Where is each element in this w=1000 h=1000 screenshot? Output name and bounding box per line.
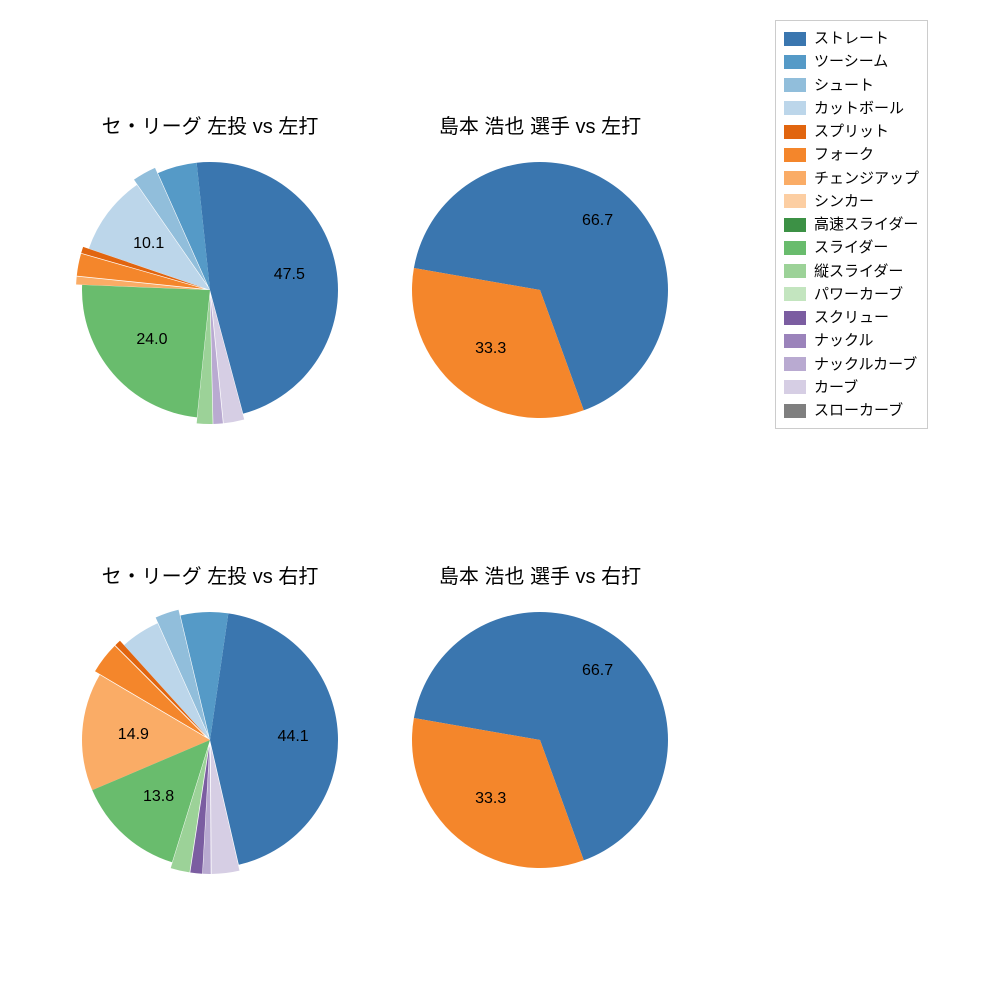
pie-slice (82, 285, 210, 417)
legend-swatch (784, 380, 806, 394)
pie-slice-label: 10.1 (133, 235, 164, 253)
legend-label: スクリュー (814, 306, 889, 329)
legend-item: カーブ (784, 376, 919, 399)
chart-title-bl: セ・リーグ 左投 vs 右打 (60, 560, 360, 589)
legend-item: ツーシーム (784, 50, 919, 73)
pie-slice-label: 66.7 (582, 212, 613, 230)
legend-item: シュート (784, 74, 919, 97)
legend-label: フォーク (814, 143, 874, 166)
legend-label: シュート (814, 74, 874, 97)
pie-tr (404, 154, 676, 426)
legend-item: フォーク (784, 143, 919, 166)
pie-slice-label: 33.3 (475, 340, 506, 358)
legend-label: カーブ (814, 376, 858, 399)
chart-stage: セ・リーグ 左投 vs 左打 47.5 10.1 24.0 島本 浩也 選手 vs 左打… (0, 0, 1000, 1000)
legend-swatch (784, 311, 806, 325)
legend-swatch (784, 125, 806, 139)
legend-item: 縦スライダー (784, 260, 919, 283)
pie-slice-label: 24.0 (136, 331, 167, 349)
legend-item: スプリット (784, 120, 919, 143)
legend-item: ストレート (784, 27, 919, 50)
chart-title-tr: 島本 浩也 選手 vs 左打 (390, 110, 690, 139)
legend-item: ナックルカーブ (784, 353, 919, 376)
legend-label: ツーシーム (814, 50, 888, 73)
pie-br (404, 604, 676, 876)
legend-label: チェンジアップ (814, 167, 919, 190)
legend-swatch (784, 264, 806, 278)
legend-swatch (784, 171, 806, 185)
pie-slice-label: 14.9 (118, 726, 149, 744)
legend-item: 高速スライダー (784, 213, 919, 236)
legend-swatch (784, 218, 806, 232)
pie-slice-label: 47.5 (274, 266, 305, 284)
chart-title-br: 島本 浩也 選手 vs 右打 (390, 560, 690, 589)
legend-label: ナックルカーブ (814, 353, 917, 376)
legend-swatch (784, 148, 806, 162)
legend-swatch (784, 78, 806, 92)
legend-label: スローカーブ (814, 399, 903, 422)
legend: ストレートツーシームシュートカットボールスプリットフォークチェンジアップシンカー… (775, 20, 928, 429)
legend-swatch (784, 55, 806, 69)
legend-item: パワーカーブ (784, 283, 919, 306)
pie-tl (74, 154, 346, 426)
legend-label: 縦スライダー (814, 260, 903, 283)
legend-item: ナックル (784, 329, 919, 352)
legend-item: カットボール (784, 97, 919, 120)
legend-swatch (784, 334, 806, 348)
pie-slice-label: 33.3 (475, 790, 506, 808)
chart-title-tl: セ・リーグ 左投 vs 左打 (60, 110, 360, 139)
legend-label: シンカー (814, 190, 874, 213)
legend-label: パワーカーブ (814, 283, 903, 306)
legend-swatch (784, 357, 806, 371)
legend-label: ストレート (814, 27, 889, 50)
legend-swatch (784, 194, 806, 208)
legend-label: 高速スライダー (814, 213, 918, 236)
pie-slice-label: 13.8 (143, 788, 174, 806)
legend-swatch (784, 287, 806, 301)
legend-label: スライダー (814, 236, 888, 259)
legend-item: スライダー (784, 236, 919, 259)
legend-item: チェンジアップ (784, 167, 919, 190)
legend-item: スクリュー (784, 306, 919, 329)
legend-label: カットボール (814, 97, 904, 120)
legend-label: スプリット (814, 120, 889, 143)
legend-swatch (784, 404, 806, 418)
legend-item: シンカー (784, 190, 919, 213)
legend-swatch (784, 101, 806, 115)
legend-label: ナックル (814, 329, 874, 352)
pie-slice-label: 66.7 (582, 662, 613, 680)
legend-item: スローカーブ (784, 399, 919, 422)
pie-slice-label: 44.1 (278, 728, 309, 746)
legend-swatch (784, 241, 806, 255)
legend-swatch (784, 32, 806, 46)
